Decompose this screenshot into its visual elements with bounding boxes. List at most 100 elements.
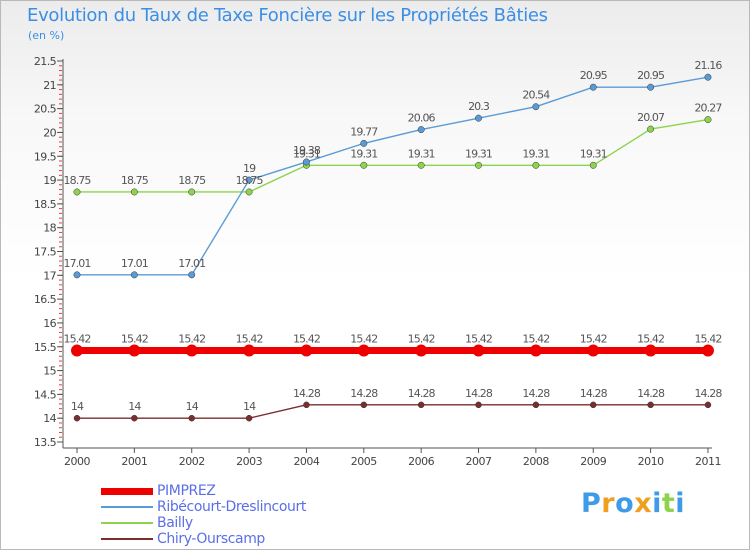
- x-tick-label: 2009: [580, 455, 606, 468]
- data-label: 18.75: [121, 174, 149, 187]
- data-label: 20.07: [637, 111, 665, 124]
- y-tick-label: 14.5: [34, 388, 57, 401]
- data-label: 14: [71, 400, 84, 413]
- data-point: [647, 401, 654, 409]
- data-point: [357, 344, 370, 357]
- data-label: 14.28: [465, 387, 493, 400]
- legend-swatch: [101, 538, 153, 540]
- x-tick-label: 2003: [236, 455, 262, 468]
- data-point: [532, 103, 540, 111]
- data-point: [245, 188, 253, 196]
- data-point: [185, 344, 198, 357]
- data-point: [243, 344, 256, 357]
- y-tick-label: 21: [43, 79, 56, 92]
- logo-letter: t: [661, 488, 676, 519]
- data-point: [73, 414, 81, 422]
- y-tick-label: 19: [43, 174, 56, 187]
- x-tick-label: 2001: [121, 455, 147, 468]
- data-label: 15.42: [236, 333, 263, 346]
- data-label: 14.28: [293, 387, 321, 400]
- data-label: 15.42: [694, 333, 721, 346]
- logo-letter: P: [581, 488, 602, 519]
- data-point: [704, 116, 712, 124]
- data-point: [360, 139, 368, 147]
- series-line-rib-court-dreslincourt: [77, 76, 709, 276]
- data-point: [589, 83, 597, 91]
- data-point: [360, 401, 368, 409]
- data-point: [188, 414, 195, 422]
- data-label: 20.95: [637, 69, 665, 82]
- x-tick-label: 2004: [293, 455, 319, 468]
- data-label: 19.31: [522, 147, 549, 160]
- y-tick-label: 13.5: [34, 436, 57, 449]
- y-axis-unit-label: (en %): [28, 29, 65, 42]
- data-label: 15.42: [121, 333, 148, 346]
- data-label: 14: [243, 400, 256, 413]
- x-tick-label: 2007: [466, 455, 492, 468]
- logo-letter: o: [615, 488, 635, 519]
- x-tick-label: 2006: [408, 455, 434, 468]
- y-tick-label: 15: [43, 365, 56, 378]
- x-tick-label: 2008: [523, 455, 549, 468]
- data-point: [302, 158, 310, 166]
- data-label: 14.28: [522, 387, 550, 400]
- data-point: [360, 161, 368, 169]
- data-point: [647, 83, 655, 91]
- legend-label: Chiry-Ourscamp: [157, 531, 265, 547]
- legend-label: PIMPREZ: [157, 483, 216, 499]
- data-label: 19.31: [580, 147, 607, 160]
- data-label: 21.16: [694, 59, 722, 72]
- data-label: 15.42: [350, 333, 377, 346]
- data-label: 18.75: [178, 174, 206, 187]
- data-point: [475, 114, 482, 122]
- data-label: 20.54: [522, 89, 550, 102]
- data-label: 18.75: [64, 174, 92, 187]
- legend: PIMPREZ Ribécourt-Dreslincourt Bailly Chiry…: [101, 483, 306, 547]
- y-tick-label: 19.5: [34, 150, 57, 163]
- data-label: 14.28: [408, 387, 436, 400]
- x-tick-label: 2002: [179, 455, 205, 468]
- legend-swatch: [101, 522, 153, 524]
- y-tick-label: 17.5: [34, 246, 57, 259]
- data-point: [73, 271, 81, 279]
- data-label: 19.31: [408, 147, 435, 160]
- data-point: [417, 161, 425, 169]
- data-label: 17.01: [64, 257, 91, 270]
- x-tick-label: 2011: [695, 455, 721, 468]
- data-label: 19.77: [350, 125, 378, 138]
- data-point: [704, 401, 712, 409]
- data-label: 17.01: [178, 257, 205, 270]
- data-point: [589, 401, 597, 409]
- x-tick-label: 2005: [351, 455, 377, 468]
- data-label: 15.42: [293, 333, 320, 346]
- data-label: 14: [128, 400, 141, 413]
- data-point: [472, 344, 485, 357]
- data-point: [300, 344, 313, 357]
- data-label: 19.31: [465, 147, 492, 160]
- y-tick-label: 16.5: [34, 293, 57, 306]
- data-point: [131, 414, 138, 422]
- legend-item: Ribécourt-Dreslincourt: [101, 499, 306, 515]
- data-label: 19: [243, 162, 256, 175]
- data-point: [128, 344, 141, 357]
- data-point: [701, 344, 714, 357]
- data-point: [71, 344, 83, 357]
- legend-swatch: [101, 506, 153, 508]
- data-point: [188, 188, 196, 196]
- x-tick-label: 2010: [638, 455, 664, 468]
- legend-item: Chiry-Ourscamp: [101, 531, 306, 547]
- proxiti-logo[interactable]: Proxiti: [581, 488, 685, 519]
- y-tick-label: 17: [43, 269, 56, 282]
- data-point: [532, 161, 540, 169]
- data-label: 20.95: [580, 69, 608, 82]
- data-label: 15.42: [522, 333, 549, 346]
- data-label: 14.28: [580, 387, 608, 400]
- y-tick-label: 18: [43, 222, 56, 235]
- data-label: 20.3: [468, 100, 490, 113]
- data-label: 19.38: [293, 144, 321, 157]
- data-point: [417, 401, 425, 409]
- data-point: [73, 188, 81, 196]
- data-point: [532, 401, 540, 409]
